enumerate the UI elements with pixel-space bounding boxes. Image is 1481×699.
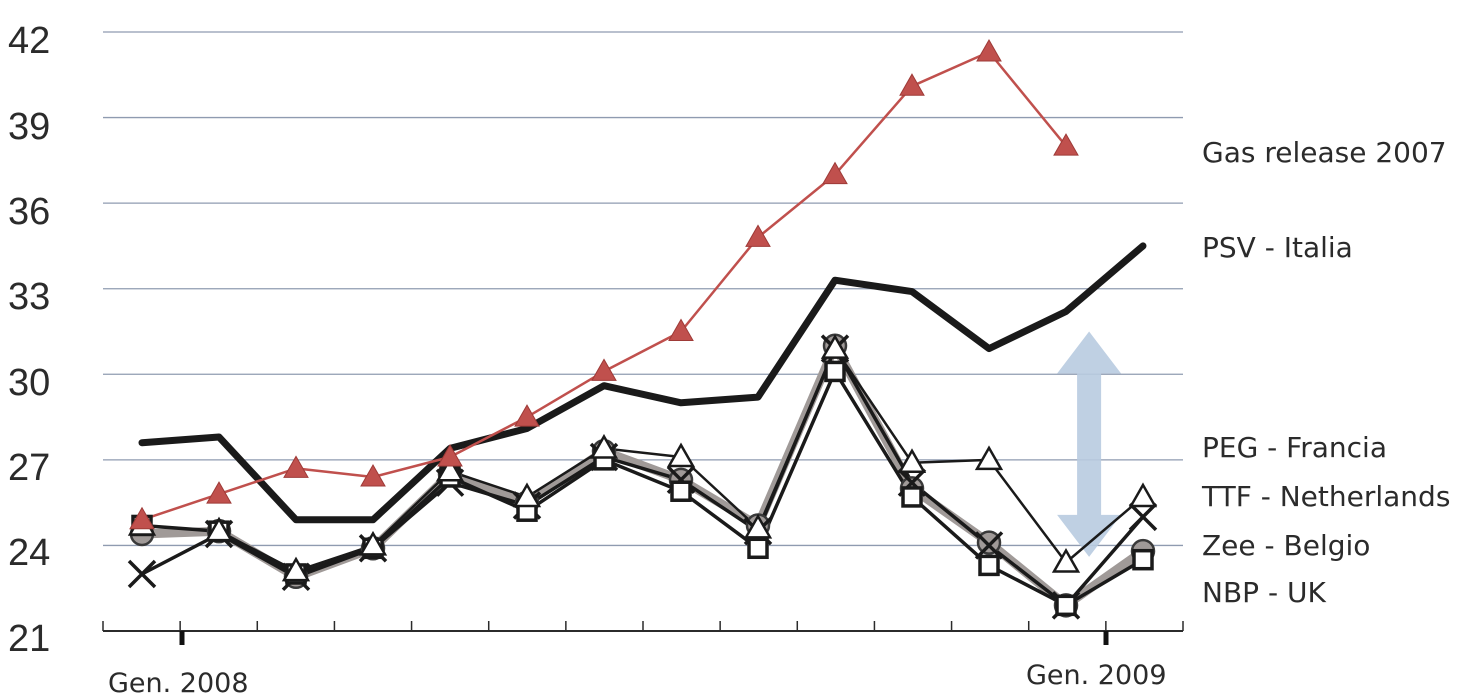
- data-point: [512, 482, 542, 508]
- y-axis-ticks: 21 24 27 30 33 36 39 42: [8, 20, 50, 660]
- data-point: [281, 556, 311, 582]
- data-point: [1053, 133, 1079, 156]
- data-point: [127, 559, 157, 589]
- grid: [103, 31, 1183, 547]
- series-label-gas-release: Gas release 2007: [1202, 136, 1447, 169]
- data-point: [591, 358, 617, 381]
- data-point: [283, 455, 309, 478]
- series-label-psv: PSV - Italia: [1202, 231, 1353, 264]
- series-markers: [127, 38, 1158, 620]
- data-point: [358, 530, 388, 556]
- series-labels: Gas release 2007 PSV - Italia PEG - Fran…: [1201, 136, 1450, 609]
- annotation-arrow: [1057, 331, 1122, 557]
- data-point: [822, 161, 848, 185]
- data-point: [976, 38, 1002, 62]
- data-point: [974, 531, 1004, 560]
- x-axis: [102, 621, 1184, 645]
- series-line: [140, 369, 1145, 608]
- data-point: [1055, 594, 1077, 617]
- data-point: [435, 456, 465, 482]
- data-point: [670, 480, 692, 502]
- data-point: [974, 445, 1004, 471]
- series-label-ttf: TTF - Netherlands: [1201, 480, 1450, 513]
- data-point: [824, 360, 846, 383]
- series-label-nbp: NBP - UK: [1202, 576, 1326, 609]
- y-tick-label: 21: [8, 618, 50, 660]
- data-point: [589, 433, 619, 459]
- y-tick-label: 33: [8, 276, 50, 318]
- series-line: [138, 242, 1147, 524]
- data-point: [745, 224, 771, 247]
- data-point: [204, 516, 234, 542]
- data-point: [899, 73, 925, 96]
- data-point: [437, 443, 463, 467]
- x-tick-label-start: Gen. 2008: [108, 668, 249, 699]
- data-point: [978, 554, 1000, 577]
- y-tick-label: 39: [8, 106, 50, 148]
- data-point: [820, 334, 850, 359]
- series-label-peg: PEG - Francia: [1202, 431, 1387, 464]
- x-tick-label-end: Gen. 2009: [1026, 660, 1167, 691]
- y-tick-label: 42: [8, 20, 50, 62]
- data-point: [1128, 502, 1158, 532]
- data-point: [1132, 548, 1154, 571]
- x-axis-labels: Gen. 2008 Gen. 2009: [108, 660, 1167, 699]
- y-tick-label: 27: [8, 447, 50, 489]
- series-line: [140, 347, 1145, 573]
- data-point: [360, 463, 386, 487]
- y-tick-label: 24: [8, 532, 50, 574]
- data-point: [1051, 548, 1081, 573]
- series-label-zee: Zee - Belgio: [1202, 529, 1370, 562]
- data-point: [668, 318, 694, 341]
- double-arrow: [1057, 331, 1122, 557]
- data-point: [514, 404, 540, 427]
- series-lines: [137, 50, 1148, 610]
- data-point: [747, 537, 769, 560]
- y-tick-label: 30: [8, 362, 50, 404]
- y-tick-label: 36: [8, 191, 50, 233]
- data-point: [1128, 482, 1158, 508]
- data-point: [666, 442, 696, 468]
- data-point: [743, 513, 773, 539]
- data-point: [897, 448, 927, 473]
- data-point: [976, 530, 1002, 555]
- data-point: [129, 506, 155, 530]
- data-point: [206, 481, 232, 504]
- data-point: [901, 486, 923, 508]
